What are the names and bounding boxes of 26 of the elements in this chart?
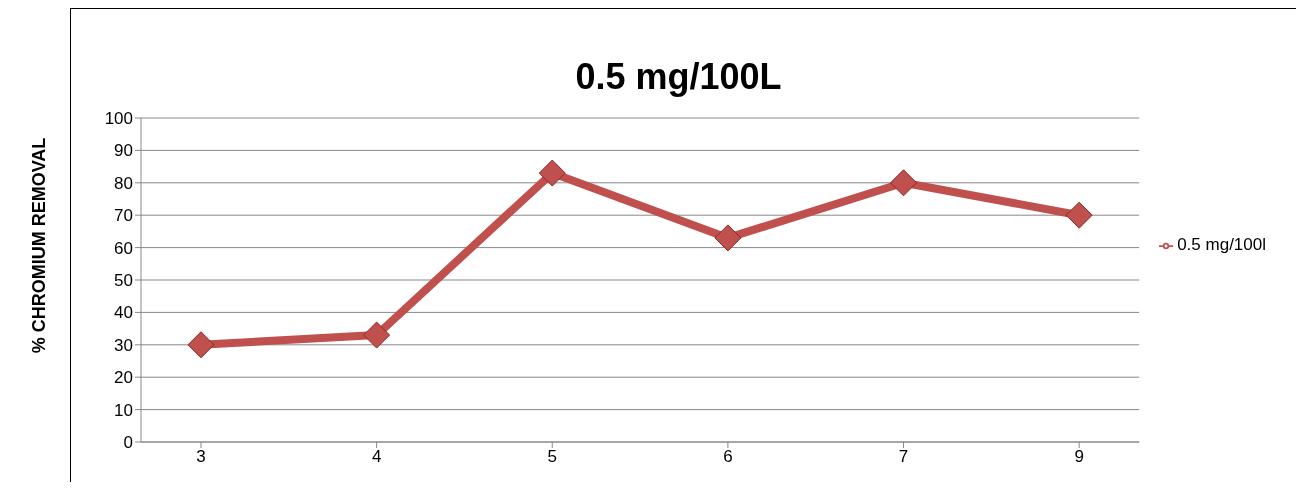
y-tick-label: 50: [114, 271, 133, 291]
point: [187, 331, 215, 359]
y-tick-label: 40: [114, 303, 133, 323]
y-tick-label: 60: [114, 238, 133, 258]
y-tick-label: 70: [114, 206, 133, 226]
y-tick-label: 30: [114, 335, 133, 355]
y-tick-label: 20: [114, 368, 133, 388]
point: [538, 159, 566, 187]
y-tick-label: 100: [104, 109, 133, 129]
chart-title: 0.5 mg/100L: [574, 56, 783, 98]
y-axis-title: % CHROMIUM REMOVAL: [29, 137, 51, 353]
x-tick-label: 9: [1074, 447, 1084, 467]
x-tick-label: 7: [898, 447, 909, 467]
x-tick-label: 5: [547, 447, 557, 467]
point: [363, 321, 391, 349]
y-tick-label: 80: [114, 173, 133, 193]
y-tick-label: 10: [114, 400, 133, 420]
point: [714, 224, 742, 252]
point: [890, 169, 918, 197]
legend-label: 0.5 mg/100l: [1177, 235, 1266, 254]
x-tick-label: 4: [371, 447, 382, 467]
x-tick-label: 3: [196, 447, 206, 467]
point: [1065, 201, 1093, 229]
x-tick-label: 6: [723, 447, 733, 467]
y-tick-label: 90: [114, 141, 133, 161]
y-tick-label: 0: [123, 433, 133, 453]
